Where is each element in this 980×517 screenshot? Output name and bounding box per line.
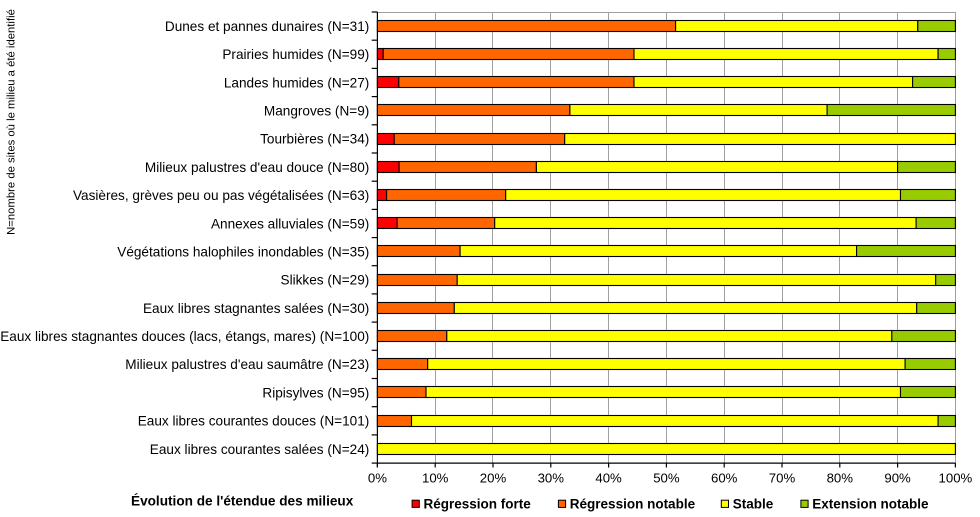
svg-text:Régression notable: Régression notable <box>570 496 696 511</box>
svg-text:70%: 70% <box>769 470 796 485</box>
svg-text:Annexes alluviales (N=59): Annexes alluviales (N=59) <box>211 216 369 231</box>
svg-text:10%: 10% <box>422 470 449 485</box>
svg-text:N=nombre de sites où le milieu: N=nombre de sites où le milieu a été ide… <box>6 9 18 235</box>
svg-text:60%: 60% <box>711 470 738 485</box>
svg-text:Évolution de l'étendue des mil: Évolution de l'étendue des milieux <box>131 493 354 508</box>
svg-text:Extension notable: Extension notable <box>812 496 929 511</box>
svg-text:Prairies humides (N=99): Prairies humides (N=99) <box>222 47 369 62</box>
svg-text:Slikkes (N=29): Slikkes (N=29) <box>281 273 370 288</box>
svg-text:Végétations halophiles inondab: Végétations halophiles inondables (N=35) <box>117 244 369 259</box>
svg-text:Milieux palustres d'eau douce: Milieux palustres d'eau douce (N=80) <box>145 160 369 175</box>
svg-text:100%: 100% <box>939 470 973 485</box>
svg-text:Eaux libres courantes douces (: Eaux libres courantes douces (N=101) <box>138 414 370 429</box>
svg-text:Vasières, grèves peu ou pas vé: Vasières, grèves peu ou pas végétalisées… <box>73 188 369 203</box>
svg-text:Stable: Stable <box>733 496 774 511</box>
svg-text:Mangroves (N=9): Mangroves (N=9) <box>264 104 369 119</box>
svg-text:20%: 20% <box>480 470 507 485</box>
svg-text:0%: 0% <box>368 470 387 485</box>
svg-text:80%: 80% <box>827 470 854 485</box>
svg-text:Eaux libres stagnantes douces: Eaux libres stagnantes douces (lacs, éta… <box>0 329 369 344</box>
svg-text:Landes humides (N=27): Landes humides (N=27) <box>224 75 369 90</box>
svg-text:40%: 40% <box>595 470 622 485</box>
svg-text:Eaux libres stagnantes salées: Eaux libres stagnantes salées (N=30) <box>143 301 369 316</box>
svg-text:30%: 30% <box>538 470 565 485</box>
svg-text:50%: 50% <box>653 470 680 485</box>
svg-text:Eaux libres courantes salées (: Eaux libres courantes salées (N=24) <box>150 442 370 457</box>
svg-text:Régression forte: Régression forte <box>424 496 532 511</box>
svg-text:Dunes et pannes dunaires (N=31: Dunes et pannes dunaires (N=31) <box>165 19 369 34</box>
svg-text:Milieux palustres d'eau saumât: Milieux palustres d'eau saumâtre (N=23) <box>125 357 369 372</box>
svg-text:Tourbières (N=34): Tourbières (N=34) <box>260 132 369 147</box>
svg-text:90%: 90% <box>884 470 911 485</box>
svg-text:Ripisylves (N=95): Ripisylves (N=95) <box>262 385 369 400</box>
